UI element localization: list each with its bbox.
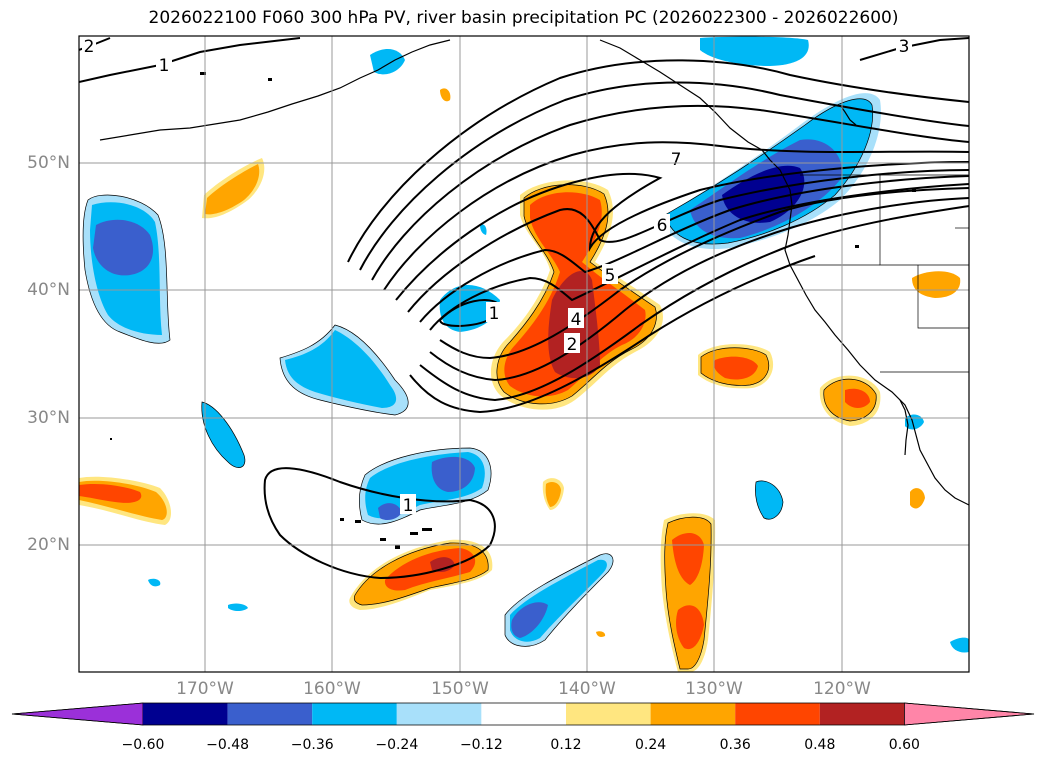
colorbar-bin-4: [396, 703, 482, 725]
contour-label-nw1: 1: [159, 56, 170, 76]
lat-label-40n: 40°N: [27, 280, 70, 300]
contour-label-5: 5: [605, 266, 616, 286]
lon-label-170w: 170°W: [176, 679, 234, 699]
contour-label-1: 1: [489, 304, 500, 324]
colorbar-tick-label: 0.24: [635, 737, 667, 753]
lon-label-140w: 140°W: [558, 679, 616, 699]
graticule: [79, 36, 969, 672]
colorbar-tick-label: −0.12: [459, 737, 503, 753]
lat-label-50n: 50°N: [27, 153, 70, 173]
colorbar-bin-8: [735, 703, 820, 725]
colorbar-extend-high: [904, 702, 1035, 726]
colorbar-tick-label: 0.12: [550, 737, 582, 753]
contour-labels: 1 2 3 7 6 5 4 2 1 1: [84, 37, 910, 516]
lon-label-160w: 160°W: [303, 679, 361, 699]
colorbar-tick-label: −0.48: [206, 737, 250, 753]
colorbar-bin-1: [143, 703, 228, 725]
colorbar-bin-6: [566, 703, 651, 725]
colorbar-tick-label: −0.36: [290, 737, 334, 753]
colorbar-tick-label: 0.36: [719, 737, 751, 753]
contour-label-nw2: 2: [84, 37, 95, 57]
map-frame: [78, 35, 970, 673]
lon-label-120w: 120°W: [813, 679, 871, 699]
lon-label-150w: 150°W: [431, 679, 489, 699]
political-borders: [790, 174, 969, 373]
lon-label-130w: 130°W: [685, 679, 743, 699]
colorbar-tick-label: 0.48: [804, 737, 836, 753]
contour-label-6: 6: [657, 216, 668, 236]
colorbar-outline: [11, 702, 1035, 726]
contour-label-7: 7: [671, 150, 682, 170]
contour-label-4: 4: [571, 310, 582, 330]
colorbar-tick-label: −0.60: [121, 737, 165, 753]
lat-label-20n: 20°N: [27, 535, 70, 555]
colorbar-bin-9: [819, 703, 905, 725]
lat-label-30n: 30°N: [27, 408, 70, 428]
colorbar-bin-3: [312, 703, 397, 725]
contour-label-2: 2: [567, 335, 578, 355]
fill-outlines: [82, 98, 877, 670]
pv-contours: [79, 37, 969, 580]
colorbar-bin-5: [481, 703, 566, 725]
colorbar: [11, 702, 1035, 726]
colorbar-bin-7: [650, 703, 736, 725]
map-title: 2026022100 F060 300 hPa PV, river basin …: [148, 8, 899, 28]
colorbar-tick-label: −0.24: [375, 737, 419, 753]
map-content: 1 2 3 7 6 5 4 2 1 1: [79, 36, 969, 672]
colorbar-tick-label: 0.60: [888, 737, 920, 753]
contour-label-south1: 1: [403, 496, 414, 516]
contour-label-ne3: 3: [899, 37, 910, 57]
colorbar-bin-2: [227, 703, 313, 725]
colorbar-extend-low: [11, 702, 144, 726]
